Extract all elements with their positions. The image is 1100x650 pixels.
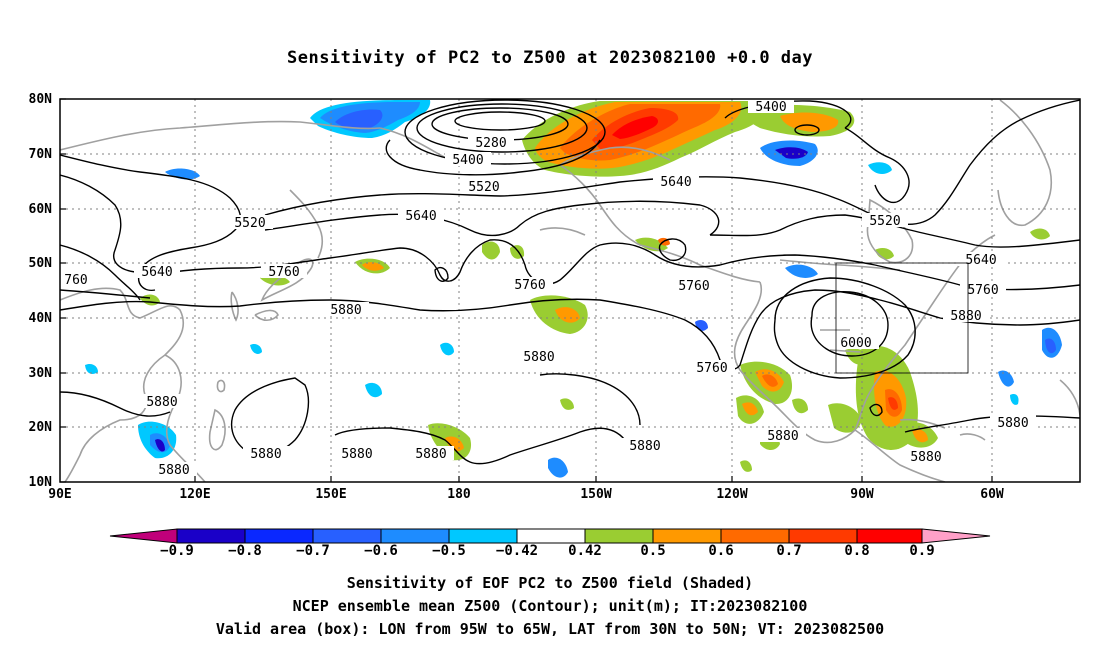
- colorbar-label: −0.8: [228, 543, 262, 559]
- colorbar-cell: [245, 529, 313, 543]
- lon-label-150e: 150E: [315, 487, 347, 502]
- contour-label-5520: 5520: [468, 180, 499, 195]
- lat-label-30n: 30N: [28, 366, 52, 381]
- colorbar-cell: [721, 529, 789, 543]
- lat-label-80n: 80N: [28, 92, 52, 107]
- contour-label-5760: 5760: [514, 278, 545, 293]
- contour-label-5880: 5880: [910, 450, 941, 465]
- contour-label-5880: 5880: [950, 309, 981, 324]
- colorbar-label: −0.42: [495, 543, 539, 559]
- lon-label-180: 180: [447, 487, 471, 502]
- lat-label-10n: 10N: [28, 475, 52, 490]
- contour-label-5760: 5760: [696, 361, 727, 376]
- colorbar: [109, 528, 991, 544]
- lat-label-70n: 70N: [28, 147, 52, 162]
- map-title: Sensitivity of PC2 to Z500 at 2023082100…: [286, 48, 813, 68]
- colorbar-label: −0.7: [296, 543, 330, 559]
- contour-label-5880: 5880: [523, 350, 554, 365]
- contour-label-5880: 5880: [997, 416, 1028, 431]
- colorbar-label: −0.9: [160, 543, 194, 559]
- contour-label-5880: 5880: [250, 447, 281, 462]
- contour-label-5880: 5880: [767, 429, 798, 444]
- lat-label-20n: 20N: [28, 420, 52, 435]
- colorbar-label: 0.6: [708, 543, 734, 559]
- contour-label-5400: 5400: [452, 153, 483, 168]
- lat-label-60n: 60N: [28, 202, 52, 217]
- colorbar-cell: [381, 529, 449, 543]
- contour-label-5880: 5880: [330, 303, 361, 318]
- colorbar-cell: [177, 529, 245, 543]
- colorbar-cell: [653, 529, 721, 543]
- contour-label-5520: 5520: [869, 214, 900, 229]
- contour-label-5280: 5280: [475, 136, 506, 151]
- contour-label-5880: 5880: [341, 447, 372, 462]
- colorbar-label: −0.5: [432, 543, 466, 559]
- colorbar-cell: [857, 529, 922, 543]
- colorbar-label: 0.9: [909, 543, 935, 559]
- colorbar-label: 0.42: [568, 543, 602, 559]
- colorbar-label: 0.8: [844, 543, 870, 559]
- lon-label-120w: 120W: [716, 487, 748, 502]
- contour-label-5640: 5640: [965, 253, 996, 268]
- lon-label-90w: 90W: [850, 487, 874, 502]
- colorbar-right-triangle: [921, 528, 991, 544]
- axis-ticks: [60, 98, 993, 483]
- contour-label-5880: 5880: [146, 395, 177, 410]
- colorbar-cell: [449, 529, 517, 543]
- colorbar-label: −0.6: [364, 543, 398, 559]
- caption-line-2: NCEP ensemble mean Z500 (Contour); unit(…: [292, 597, 808, 615]
- lat-label-40n: 40N: [28, 311, 52, 326]
- contour-labels: 5280 5400 5400 5520 5520 5520 5640 5640 …: [61, 99, 1036, 478]
- contour-label-5880: 5880: [415, 447, 446, 462]
- caption-line-1: Sensitivity of EOF PC2 to Z500 field (Sh…: [346, 574, 754, 592]
- contour-label-5760: 5760: [268, 265, 299, 280]
- contour-label-5640: 5640: [405, 209, 436, 224]
- contour-label-5760: 5760: [967, 283, 998, 298]
- colorbar-cell: [585, 529, 653, 543]
- contour-label-5520: 5520: [234, 216, 265, 231]
- contour-label-5880: 5880: [629, 439, 660, 454]
- colorbar-cell: [517, 529, 585, 543]
- colorbar-cell: [313, 529, 381, 543]
- lat-label-50n: 50N: [28, 256, 52, 271]
- contour-label-760: 760: [64, 273, 87, 288]
- contour-label-5760: 5760: [678, 279, 709, 294]
- contour-label-5400: 5400: [755, 100, 786, 115]
- valid-area-box: [835, 262, 969, 374]
- lon-label-90e: 90E: [48, 487, 72, 502]
- contour-label-5640: 5640: [660, 175, 691, 190]
- colorbar-cell: [789, 529, 857, 543]
- lon-label-60w: 60W: [980, 487, 1004, 502]
- lon-label-150w: 150W: [580, 487, 612, 502]
- lon-label-120e: 120E: [179, 487, 211, 502]
- contour-label-5880: 5880: [158, 463, 189, 478]
- map-frame: [59, 98, 1081, 483]
- colorbar-label: 0.7: [776, 543, 802, 559]
- caption-line-3: Valid area (box): LON from 95W to 65W, L…: [215, 620, 885, 638]
- contour-label-6000: 6000: [840, 336, 871, 351]
- colorbar-label: 0.5: [640, 543, 666, 559]
- contour-label-5640: 5640: [141, 265, 172, 280]
- colorbar-left-triangle: [109, 528, 178, 544]
